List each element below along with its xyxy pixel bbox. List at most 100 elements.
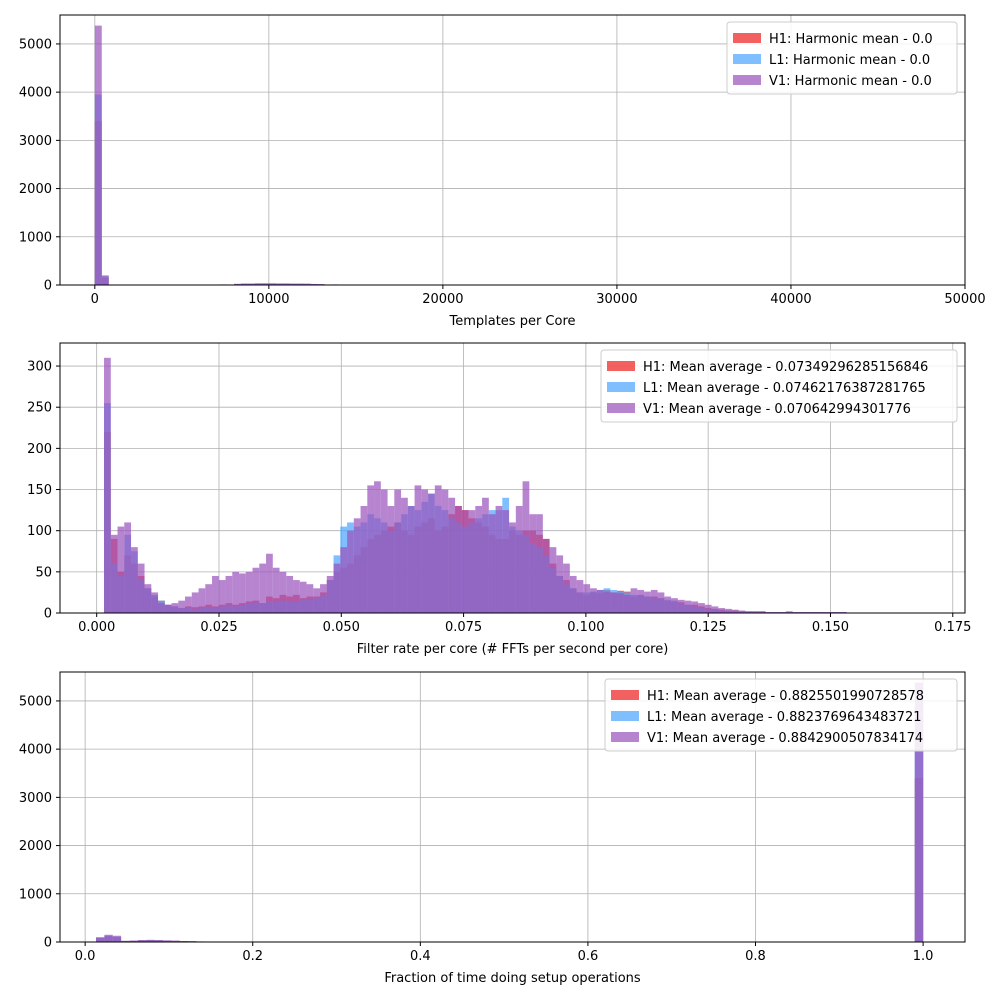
histogram-bar [252, 567, 260, 613]
histogram-bar [296, 283, 304, 285]
x-tick-label: 0.050 [323, 620, 360, 635]
histogram-bar [468, 510, 476, 613]
histogram-bar [198, 588, 206, 613]
legend: H1: Mean average - 0.07349296285156846 L1… [600, 349, 958, 423]
series-h1 [94, 121, 353, 285]
legend-swatch [611, 711, 639, 721]
histogram-bar [407, 505, 415, 613]
histogram-bar [623, 594, 631, 613]
histogram-bar [428, 493, 435, 613]
histogram-bar [914, 682, 924, 942]
histogram-bar [137, 563, 145, 613]
x-tick-label: 0.125 [690, 620, 727, 635]
histogram-bar [303, 283, 311, 285]
histogram-bar [306, 584, 314, 613]
series-h1 [96, 778, 924, 942]
x-axis-label: Fraction of time doing setup operations [384, 971, 641, 986]
histogram-bar [261, 283, 269, 285]
histogram-bar [234, 283, 241, 285]
histogram-bar [124, 522, 132, 613]
histogram-bar [163, 940, 172, 942]
histogram-bar [191, 592, 199, 613]
histogram-bar [644, 591, 651, 613]
x-tick-label: 40000 [770, 292, 811, 307]
histogram-bar [671, 598, 678, 613]
x-tick-label: 10000 [248, 292, 289, 307]
chart-panel-1: 0 10000 20000 30000 40000 50000 0 1000 2000 3000 4… [19, 14, 986, 329]
axes-frame [59, 671, 966, 943]
histogram-bar [475, 505, 483, 613]
histogram-bar [121, 940, 130, 942]
histogram-bar [241, 283, 248, 285]
histogram-bar [657, 592, 665, 613]
histogram-bar [515, 505, 523, 613]
y-tick-label: 200 [27, 442, 52, 457]
series-l1 [96, 751, 924, 942]
histogram-bar [137, 940, 147, 942]
histogram-bar [684, 600, 692, 613]
histogram-bar [434, 485, 442, 613]
histogram-bar [247, 283, 255, 285]
histogram-bar [239, 573, 246, 613]
x-tick-label: 0.150 [812, 620, 849, 635]
legend-box [726, 21, 958, 95]
histogram-bar [698, 603, 705, 613]
histogram-bar [360, 505, 368, 613]
histogram-bar [286, 575, 294, 613]
histogram-bar [254, 283, 262, 285]
histogram-bar [394, 489, 402, 613]
legend: H1: Harmonic mean - 0.0 L1: Harmonic mean… [726, 21, 958, 95]
x-tick-label: 1.0 [913, 949, 934, 964]
x-tick-label: 0 [91, 292, 99, 307]
x-tick-label: 0.8 [745, 949, 766, 964]
y-tick-label: 50 [35, 565, 52, 580]
legend-swatch [733, 54, 761, 64]
histogram-bar [502, 510, 510, 613]
legend-swatch [611, 732, 639, 742]
histogram-bar [146, 939, 155, 942]
histogram-bar [205, 584, 213, 613]
histogram-bar [347, 530, 354, 613]
legend-swatch [607, 382, 635, 392]
histogram-bar [272, 567, 280, 613]
histogram-bar [320, 584, 327, 613]
histogram-bar [596, 589, 604, 613]
histogram-bar [738, 610, 746, 613]
legend: H1: Mean average - 0.8825501990728578 L1:… [604, 678, 958, 752]
legend-entry: L1: Mean average - 0.07462176387281765 [643, 381, 926, 396]
histogram-bar [563, 563, 570, 613]
legend-box [604, 678, 958, 752]
x-tick-label: 0.2 [242, 949, 263, 964]
histogram-bar [340, 547, 348, 613]
histogram-bar [185, 596, 192, 613]
histogram-bar [96, 937, 105, 942]
legend-entry: H1: Harmonic mean - 0.0 [769, 32, 933, 47]
histogram-bar [293, 580, 300, 613]
histogram-bar [536, 514, 543, 613]
histogram-bar [129, 940, 138, 942]
histogram-bar [333, 563, 341, 613]
legend-entry: V1: Mean average - 0.070642994301776 [643, 402, 911, 417]
histogram-bar [171, 940, 180, 942]
y-tick-label: 250 [27, 401, 52, 416]
histogram-bar [117, 526, 125, 613]
legend-swatch [733, 33, 761, 43]
histogram-bar [367, 485, 375, 613]
histogram-bar [144, 584, 152, 613]
y-tick-label: 2000 [19, 182, 52, 197]
y-tick-label: 100 [27, 524, 52, 539]
histogram-bar [131, 547, 138, 613]
histogram-bar [617, 593, 624, 613]
y-tick-label: 4000 [19, 86, 52, 101]
y-tick-label: 300 [27, 360, 52, 375]
histogram-bar [731, 609, 739, 613]
histogram-bar [313, 588, 321, 613]
histogram-bar [461, 510, 469, 613]
y-tick-label: 1000 [19, 887, 52, 902]
histogram-bar [664, 596, 672, 613]
histogram-bar [610, 592, 618, 613]
histogram-bar [164, 604, 172, 613]
y-tick-label: 3000 [19, 791, 52, 806]
histogram-bar [101, 275, 109, 285]
x-tick-label: 0.100 [567, 620, 604, 635]
